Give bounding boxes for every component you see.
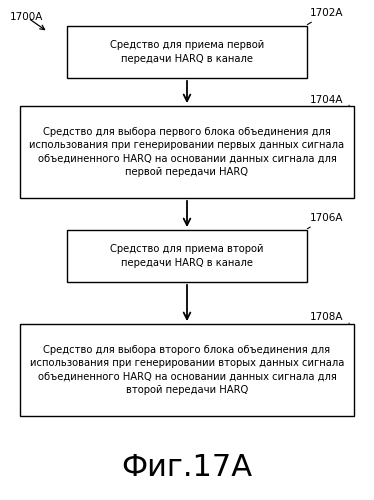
Text: Средство для выбора первого блока объединения для
использования при генерировани: Средство для выбора первого блока объеди…	[30, 126, 344, 178]
Text: 1706А: 1706А	[307, 213, 343, 228]
Text: Средство для приема первой
передачи HARQ в канале: Средство для приема первой передачи HARQ…	[110, 40, 264, 64]
Bar	[67, 26, 307, 78]
Text: Фиг.17А: Фиг.17А	[122, 454, 252, 482]
Text: Средство для приема второй
передачи HARQ в канале: Средство для приема второй передачи HARQ…	[110, 244, 264, 268]
Text: 1704А: 1704А	[310, 95, 349, 106]
Bar	[20, 106, 354, 198]
Bar	[20, 324, 354, 416]
Text: 1702А: 1702А	[307, 8, 343, 24]
Text: 1700А: 1700А	[10, 12, 43, 22]
Bar	[67, 230, 307, 282]
Text: 1708А: 1708А	[310, 312, 349, 324]
Text: Средство для выбора второго блока объединения для
использования при генерировани: Средство для выбора второго блока объеди…	[30, 344, 344, 396]
